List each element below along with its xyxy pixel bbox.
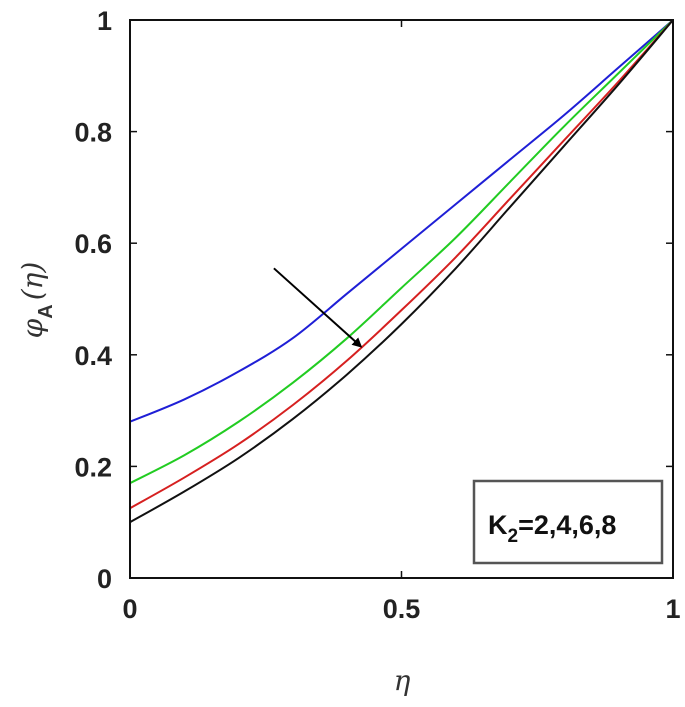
legend-label-sub: 2 [508,526,519,547]
series-line-1 [129,19,674,423]
y-axis-label: φA (η) [16,262,57,339]
legend-label: K2=2,4,6,8 [488,510,616,547]
y-tick-label: 1 [97,6,112,36]
y-tick-label: 0.4 [74,341,112,371]
trend-arrow [273,267,363,348]
y-tick-label: 0.8 [74,118,112,148]
axis-ticks: 0 0.5 1 0 0.2 0.4 0.6 0.8 1 [74,6,680,624]
legend-box: K2=2,4,6,8 [472,479,664,565]
series-line-4 [129,19,674,524]
y-tick-label: 0.6 [74,229,112,259]
y-axis-label-main: φ [16,318,49,338]
series-line-2 [129,19,674,485]
legend-frame [472,479,664,565]
series-line-3 [129,19,674,510]
y-axis-label-arg: (η) [16,262,49,301]
x-axis-label: η [394,664,411,697]
y-tick-label: 0 [97,564,112,594]
series-lines [129,19,674,524]
legend-label-main: K [488,510,508,540]
x-tick-label: 0.5 [383,594,421,624]
y-tick-label: 0.2 [74,452,112,482]
x-tick-label: 0 [122,594,137,624]
y-axis-label-sub: A [35,304,57,318]
svg-text:φA(η): φA (η) [16,262,57,339]
x-tick-label: 1 [665,594,680,624]
legend-label-rest: =2,4,6,8 [518,510,616,540]
